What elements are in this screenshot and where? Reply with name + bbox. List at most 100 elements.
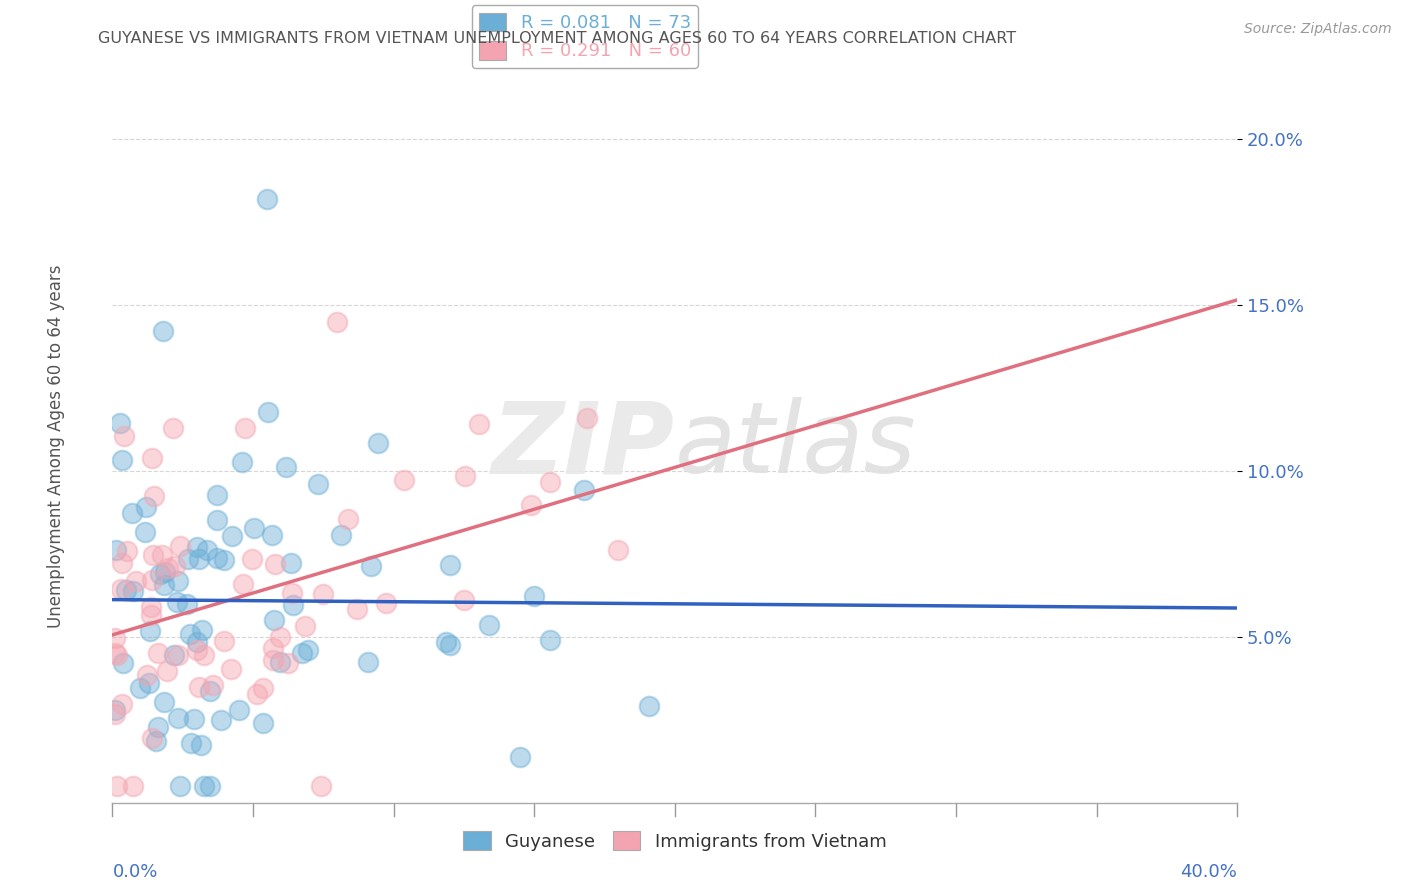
Point [191, 623, 214, 637]
Point [176, 597, 198, 611]
Point [256, 192, 278, 206]
Point [276, 459, 298, 474]
Point [309, 779, 332, 793]
Point [107, 648, 129, 662]
Point [163, 558, 186, 573]
Point [153, 695, 176, 709]
Text: 40.0%: 40.0% [1181, 863, 1237, 880]
Point [138, 676, 160, 690]
Point [177, 552, 200, 566]
Point [155, 665, 177, 679]
Point [179, 627, 201, 641]
Point [163, 648, 186, 662]
Point [104, 646, 127, 660]
Point [200, 684, 222, 698]
Point [142, 548, 165, 562]
Point [166, 595, 188, 609]
Point [346, 601, 368, 615]
Point [283, 598, 305, 612]
Point [257, 405, 280, 419]
Point [104, 703, 127, 717]
Point [523, 590, 546, 604]
Point [453, 593, 475, 607]
Point [186, 634, 208, 648]
Point [228, 703, 250, 717]
Point [155, 565, 177, 579]
Point [134, 524, 156, 539]
Point [232, 577, 254, 591]
Point [262, 528, 284, 542]
Point [205, 488, 228, 502]
Point [136, 667, 159, 681]
Point [520, 498, 543, 512]
Point [187, 552, 209, 566]
Point [169, 539, 191, 553]
Text: Source: ZipAtlas.com: Source: ZipAtlas.com [1244, 22, 1392, 37]
Point [367, 436, 389, 450]
Point [146, 720, 169, 734]
Point [392, 473, 415, 487]
Point [264, 557, 287, 571]
Text: atlas: atlas [675, 398, 917, 494]
Point [467, 417, 489, 431]
Point [167, 711, 190, 725]
Point [219, 662, 242, 676]
Point [124, 574, 146, 588]
Point [146, 646, 169, 660]
Point [141, 451, 163, 466]
Point [243, 521, 266, 535]
Point [263, 613, 285, 627]
Point [145, 734, 167, 748]
Point [538, 475, 561, 490]
Point [575, 411, 598, 425]
Point [326, 314, 349, 328]
Point [180, 736, 202, 750]
Point [572, 483, 595, 497]
Point [214, 553, 236, 567]
Point [509, 750, 531, 764]
Point [193, 648, 215, 662]
Point [111, 697, 134, 711]
Point [139, 608, 162, 623]
Point [212, 633, 235, 648]
Point [201, 678, 224, 692]
Point [337, 512, 360, 526]
Point [262, 653, 284, 667]
Point [162, 421, 184, 435]
Point [150, 548, 173, 562]
Text: ZIP: ZIP [492, 398, 675, 494]
Point [360, 559, 382, 574]
Point [186, 642, 208, 657]
Point [269, 630, 291, 644]
Point [186, 540, 208, 554]
Point [231, 455, 253, 469]
Point [198, 779, 221, 793]
Point [121, 506, 143, 520]
Point [166, 574, 188, 588]
Point [221, 529, 243, 543]
Point [167, 648, 190, 663]
Point [291, 646, 314, 660]
Point [104, 707, 127, 722]
Point [262, 640, 284, 655]
Point [105, 542, 128, 557]
Point [149, 567, 172, 582]
Point [115, 582, 138, 597]
Point [607, 543, 630, 558]
Point [141, 574, 163, 588]
Point [209, 713, 232, 727]
Point [156, 560, 179, 574]
Point [330, 528, 353, 542]
Point [129, 681, 152, 695]
Point [638, 698, 661, 713]
Point [111, 656, 134, 670]
Point [121, 584, 143, 599]
Point [434, 635, 457, 649]
Point [205, 551, 228, 566]
Point [111, 556, 134, 570]
Point [246, 687, 269, 701]
Point [252, 716, 274, 731]
Point [183, 712, 205, 726]
Point [139, 624, 162, 639]
Point [143, 489, 166, 503]
